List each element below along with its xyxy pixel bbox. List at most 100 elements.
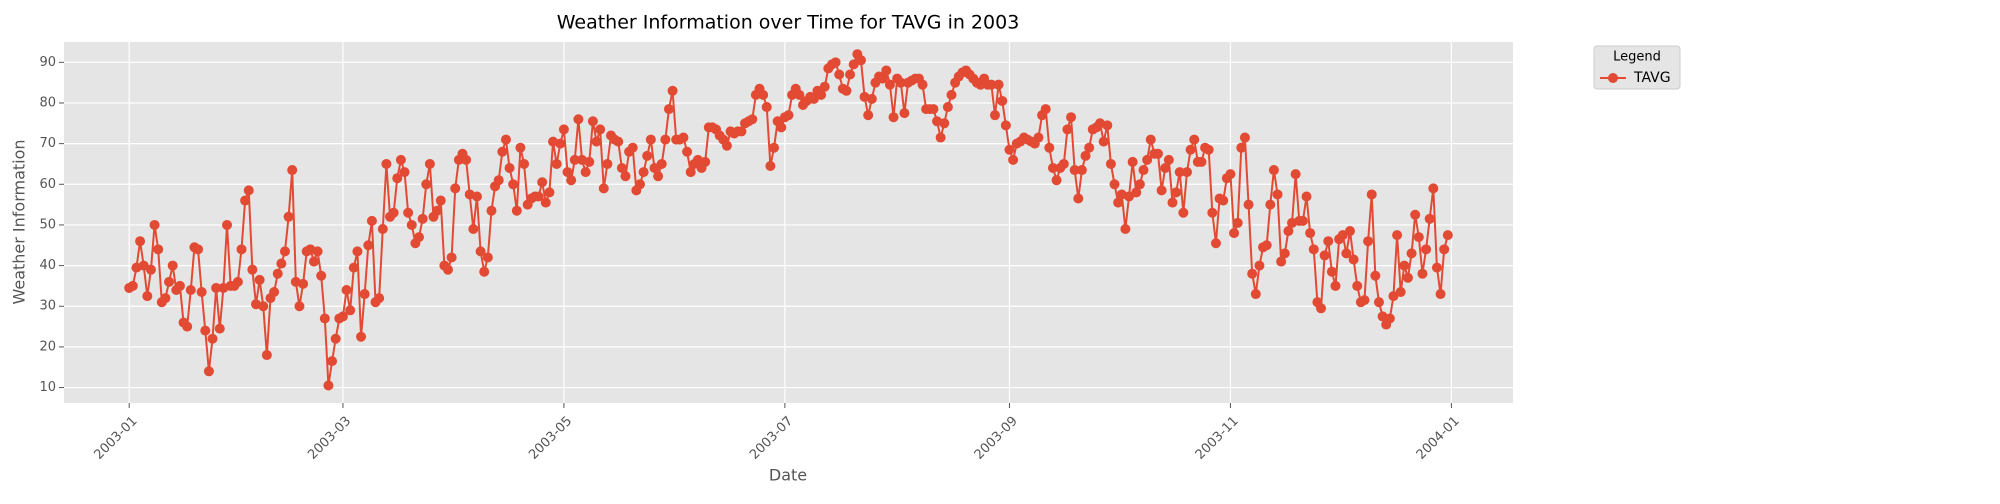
data-point — [160, 293, 171, 304]
y-axis-label: Weather Information — [10, 139, 29, 304]
data-point — [841, 85, 852, 96]
data-point — [895, 77, 906, 88]
data-point — [540, 197, 551, 208]
data-point — [504, 163, 515, 174]
data-point — [1232, 217, 1243, 228]
data-point — [203, 366, 214, 377]
data-point — [939, 118, 950, 129]
data-point — [627, 142, 638, 153]
legend-marker — [1608, 73, 1618, 83]
data-point — [1225, 169, 1236, 180]
data-point — [1120, 224, 1131, 235]
data-point — [834, 69, 845, 80]
data-point — [316, 270, 327, 281]
data-point — [308, 256, 319, 267]
data-point — [232, 276, 243, 287]
data-point — [272, 268, 283, 279]
data-point — [240, 195, 251, 206]
data-point — [1044, 142, 1055, 153]
data-point — [1319, 250, 1330, 261]
data-point — [145, 264, 156, 275]
data-point — [486, 205, 497, 216]
data-point — [855, 55, 866, 66]
data-point — [1058, 158, 1069, 169]
data-point — [330, 333, 341, 344]
data-point — [279, 246, 290, 257]
data-point — [884, 79, 895, 90]
data-point — [736, 126, 747, 137]
data-point — [761, 102, 772, 113]
x-axis-label: Date — [769, 466, 807, 485]
data-point — [1160, 163, 1171, 174]
legend-label: TAVG — [1633, 70, 1671, 86]
data-point — [1352, 280, 1363, 291]
data-point — [185, 284, 196, 295]
data-point — [1047, 163, 1058, 174]
data-point — [500, 134, 511, 145]
data-point — [881, 65, 892, 76]
data-point — [1435, 289, 1446, 300]
data-point — [1254, 260, 1265, 271]
y-tick-label: 90 — [39, 55, 56, 70]
data-point — [1431, 262, 1442, 273]
data-point — [294, 301, 305, 312]
data-point — [374, 293, 385, 304]
data-point — [1142, 154, 1153, 165]
data-point — [656, 158, 667, 169]
data-point — [1290, 169, 1301, 180]
data-point — [1098, 136, 1109, 147]
data-point — [1428, 183, 1439, 194]
data-point — [243, 185, 254, 196]
data-point — [584, 156, 595, 167]
data-point — [1359, 295, 1370, 306]
data-point — [1062, 124, 1073, 135]
data-point — [377, 224, 388, 235]
data-point — [356, 331, 367, 342]
data-point — [1316, 303, 1327, 314]
data-point — [1417, 268, 1428, 279]
data-point — [1185, 144, 1196, 155]
data-point — [236, 244, 247, 255]
data-point — [591, 136, 602, 147]
data-point — [928, 104, 939, 115]
data-point — [747, 114, 758, 125]
data-point — [337, 311, 348, 322]
data-point — [519, 158, 530, 169]
data-point — [1399, 260, 1410, 271]
data-point — [515, 142, 526, 153]
data-point — [1297, 215, 1308, 226]
data-point — [1171, 187, 1182, 198]
grid — [64, 42, 1513, 403]
data-point — [685, 167, 696, 178]
data-point — [450, 183, 461, 194]
data-point — [424, 158, 435, 169]
data-point — [1033, 132, 1044, 143]
data-point — [1392, 230, 1403, 241]
data-point — [1261, 240, 1272, 251]
data-point — [479, 266, 490, 277]
data-point — [845, 69, 856, 80]
data-point — [135, 236, 146, 247]
data-point — [1105, 158, 1116, 169]
data-point — [1156, 185, 1167, 196]
data-point — [341, 284, 352, 295]
data-point — [1127, 156, 1138, 167]
data-point — [276, 258, 287, 269]
data-point — [287, 165, 298, 176]
data-point — [1109, 179, 1120, 190]
data-point — [1210, 238, 1221, 249]
data-point — [877, 73, 888, 84]
data-point — [497, 146, 508, 157]
data-point — [721, 140, 732, 151]
data-point — [1203, 144, 1214, 155]
data-point — [1152, 148, 1163, 159]
data-point — [645, 134, 656, 145]
legend: Legend TAVG — [1593, 45, 1681, 90]
data-point — [363, 240, 374, 251]
data-point — [587, 116, 598, 127]
data-point — [1163, 154, 1174, 165]
data-point — [1167, 197, 1178, 208]
data-point — [946, 89, 957, 100]
data-point — [1000, 120, 1011, 131]
